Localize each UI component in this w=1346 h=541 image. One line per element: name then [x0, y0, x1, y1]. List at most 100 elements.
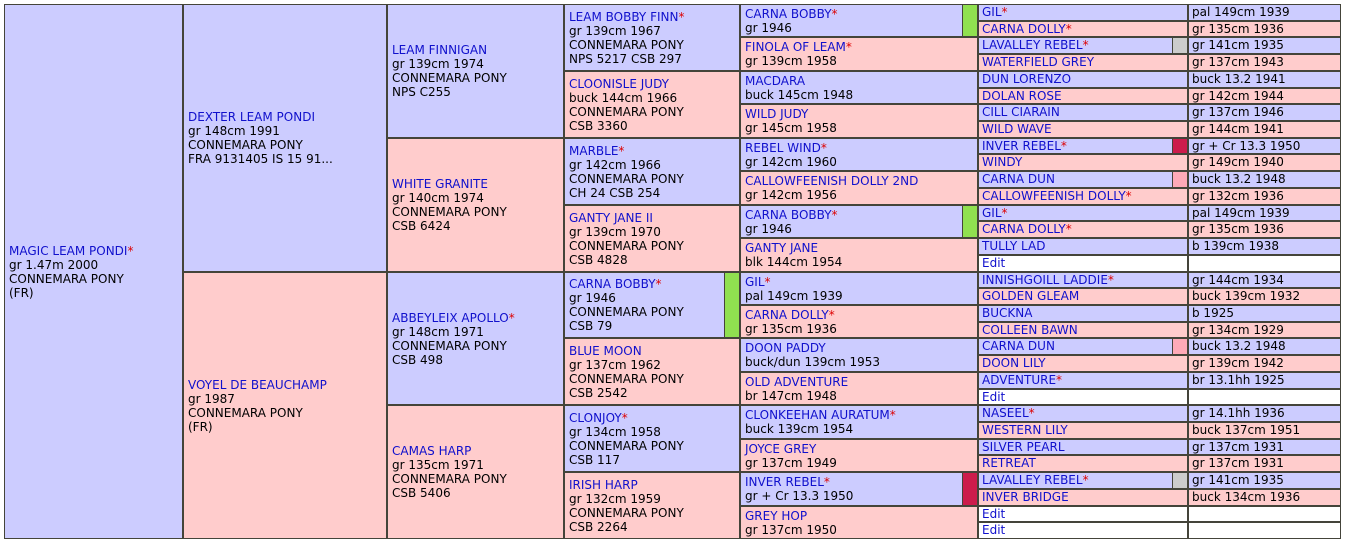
- horse-name-text[interactable]: CILL CIARAIN: [982, 105, 1060, 119]
- horse-name-link[interactable]: GOLDEN GLEAM: [982, 289, 1079, 303]
- horse-name-link[interactable]: SILVER PEARL: [982, 440, 1065, 454]
- horse-name-text[interactable]: CARNA DOLLY: [745, 307, 829, 322]
- horse-name-link[interactable]: ABBEYLEIX APOLLO*: [392, 311, 561, 325]
- edit-link-text[interactable]: Edit: [982, 523, 1006, 537]
- horse-name-link[interactable]: WILD WAVE: [982, 122, 1052, 136]
- horse-name-link[interactable]: CARNA BOBBY*: [569, 277, 737, 291]
- horse-name-text[interactable]: CARNA DUN: [982, 339, 1055, 353]
- horse-name-text[interactable]: GIL: [982, 206, 1002, 220]
- edit-link[interactable]: Edit: [982, 256, 1005, 270]
- horse-name-text[interactable]: CARNA DUN: [982, 172, 1055, 186]
- horse-name-text[interactable]: WATERFIELD GREY: [982, 55, 1095, 69]
- horse-name-text[interactable]: COLLEEN BAWN: [982, 323, 1078, 337]
- horse-name-text[interactable]: REBEL WIND: [745, 140, 821, 155]
- horse-name-text[interactable]: DEXTER LEAM PONDI: [188, 110, 315, 124]
- horse-name-link[interactable]: CARNA DOLLY*: [982, 22, 1072, 36]
- horse-name-link[interactable]: IRISH HARP: [569, 478, 737, 492]
- horse-name-link[interactable]: DOLAN ROSE: [982, 89, 1062, 103]
- horse-name-text[interactable]: WESTERN LILY: [982, 423, 1068, 437]
- horse-name-link[interactable]: LEAM FINNIGAN: [392, 43, 561, 57]
- horse-name-text[interactable]: DOLAN ROSE: [982, 89, 1062, 103]
- horse-name-text[interactable]: OLD ADVENTURE: [745, 374, 849, 389]
- horse-name-link[interactable]: DUN LORENZO: [982, 72, 1071, 86]
- horse-name-link[interactable]: BLUE MOON: [569, 344, 737, 358]
- horse-name-link[interactable]: DEXTER LEAM PONDI: [188, 110, 384, 124]
- horse-name-text[interactable]: RETREAT: [982, 456, 1036, 470]
- horse-name-link[interactable]: MACDARA: [745, 74, 975, 88]
- horse-name-link[interactable]: NASEEL*: [982, 406, 1035, 420]
- horse-name-text[interactable]: CLONKEEHAN AURATUM: [745, 408, 890, 422]
- horse-name-text[interactable]: ABBEYLEIX APOLLO: [392, 310, 509, 325]
- horse-name-text[interactable]: DOON PADDY: [745, 341, 826, 355]
- horse-name-link[interactable]: CARNA DUN: [982, 172, 1055, 186]
- horse-name-text[interactable]: DOON LILY: [982, 356, 1046, 370]
- horse-name-link[interactable]: CARNA BOBBY*: [745, 7, 975, 21]
- horse-name-text[interactable]: CLOONISLE JUDY: [569, 76, 669, 91]
- horse-name-link[interactable]: MAGIC LEAM PONDI*: [9, 244, 180, 258]
- horse-name-link[interactable]: WESTERN LILY: [982, 423, 1068, 437]
- horse-name-text[interactable]: WHITE GRANITE: [392, 177, 488, 191]
- horse-name-text[interactable]: BUCKNA: [982, 306, 1033, 320]
- horse-name-text[interactable]: TULLY LAD: [982, 239, 1046, 253]
- horse-name-text[interactable]: DUN LORENZO: [982, 72, 1072, 86]
- horse-name-link[interactable]: WINDY: [982, 155, 1022, 169]
- horse-name-text[interactable]: ADVENTURE: [982, 373, 1057, 387]
- horse-name-link[interactable]: CARNA DUN: [982, 339, 1055, 353]
- horse-name-link[interactable]: CALLOWFEENISH DOLLY*: [982, 189, 1132, 203]
- horse-name-text[interactable]: GIL: [745, 274, 765, 289]
- horse-name-text[interactable]: CARNA BOBBY: [569, 277, 656, 291]
- horse-name-text[interactable]: INVER BRIDGE: [982, 490, 1069, 504]
- horse-name-text[interactable]: GANTY JANE II: [569, 210, 653, 225]
- horse-name-link[interactable]: CAMAS HARP: [392, 444, 561, 458]
- horse-name-link[interactable]: CLOONISLE JUDY: [569, 77, 737, 91]
- horse-name-link[interactable]: COLLEEN BAWN: [982, 323, 1078, 337]
- horse-name-link[interactable]: REBEL WIND*: [745, 141, 975, 155]
- horse-name-text[interactable]: INNISHGOILL LADDIE: [982, 273, 1108, 287]
- horse-name-link[interactable]: FINOLA OF LEAM*: [745, 40, 975, 54]
- horse-name-link[interactable]: LEAM BOBBY FINN*: [569, 10, 737, 24]
- horse-name-text[interactable]: WILD WAVE: [982, 122, 1052, 136]
- horse-name-link[interactable]: ADVENTURE*: [982, 373, 1062, 387]
- horse-name-link[interactable]: GIL*: [982, 206, 1008, 220]
- horse-name-link[interactable]: LAVALLEY REBEL*: [982, 473, 1089, 487]
- horse-name-text[interactable]: GOLDEN GLEAM: [982, 289, 1080, 303]
- horse-name-text[interactable]: SILVER PEARL: [982, 440, 1065, 454]
- horse-name-link[interactable]: WATERFIELD GREY: [982, 55, 1094, 69]
- horse-name-link[interactable]: BUCKNA: [982, 306, 1032, 320]
- horse-name-link[interactable]: INVER REBEL*: [982, 139, 1067, 153]
- horse-name-link[interactable]: INVER REBEL*: [745, 475, 975, 489]
- horse-name-link[interactable]: OLD ADVENTURE: [745, 375, 975, 389]
- horse-name-text[interactable]: CAMAS HARP: [392, 444, 472, 458]
- horse-name-text[interactable]: IRISH HARP: [569, 477, 638, 492]
- horse-name-link[interactable]: JOYCE GREY: [745, 442, 975, 456]
- horse-name-text[interactable]: LEAM FINNIGAN: [392, 43, 488, 57]
- horse-name-text[interactable]: WINDY: [982, 155, 1023, 169]
- edit-link-text[interactable]: Edit: [982, 256, 1006, 270]
- horse-name-link[interactable]: CALLOWFEENISH DOLLY 2ND: [745, 174, 975, 188]
- horse-name-link[interactable]: LAVALLEY REBEL*: [982, 38, 1089, 52]
- horse-name-text[interactable]: FINOLA OF LEAM: [745, 40, 846, 54]
- horse-name-text[interactable]: LEAM BOBBY FINN: [569, 9, 679, 24]
- horse-name-link[interactable]: DOON LILY: [982, 356, 1046, 370]
- horse-name-text[interactable]: MARBLE: [569, 143, 619, 158]
- horse-name-link[interactable]: CARNA DOLLY*: [745, 308, 975, 322]
- horse-name-link[interactable]: WHITE GRANITE: [392, 177, 561, 191]
- horse-name-text[interactable]: CALLOWFEENISH DOLLY 2ND: [745, 174, 919, 188]
- horse-name-link[interactable]: GIL*: [982, 5, 1008, 19]
- edit-link[interactable]: Edit: [982, 390, 1005, 404]
- horse-name-text[interactable]: MAGIC LEAM PONDI: [9, 243, 128, 258]
- horse-name-link[interactable]: CARNA BOBBY*: [745, 208, 975, 222]
- horse-name-link[interactable]: WILD JUDY: [745, 107, 975, 121]
- horse-name-text[interactable]: WILD JUDY: [745, 107, 809, 121]
- horse-name-text[interactable]: VOYEL DE BEAUCHAMP: [188, 377, 327, 392]
- horse-name-text[interactable]: MACDARA: [745, 73, 806, 88]
- horse-name-text[interactable]: CARNA DOLLY: [982, 222, 1066, 236]
- horse-name-link[interactable]: CLONKEEHAN AURATUM*: [745, 408, 975, 422]
- edit-link[interactable]: Edit: [982, 507, 1005, 521]
- horse-name-text[interactable]: CLONJOY: [569, 410, 622, 425]
- horse-name-text[interactable]: GANTY JANE: [745, 241, 819, 255]
- horse-name-link[interactable]: INNISHGOILL LADDIE*: [982, 273, 1114, 287]
- horse-name-text[interactable]: GIL: [982, 5, 1002, 19]
- edit-link-text[interactable]: Edit: [982, 390, 1006, 404]
- horse-name-text[interactable]: JOYCE GREY: [745, 441, 817, 456]
